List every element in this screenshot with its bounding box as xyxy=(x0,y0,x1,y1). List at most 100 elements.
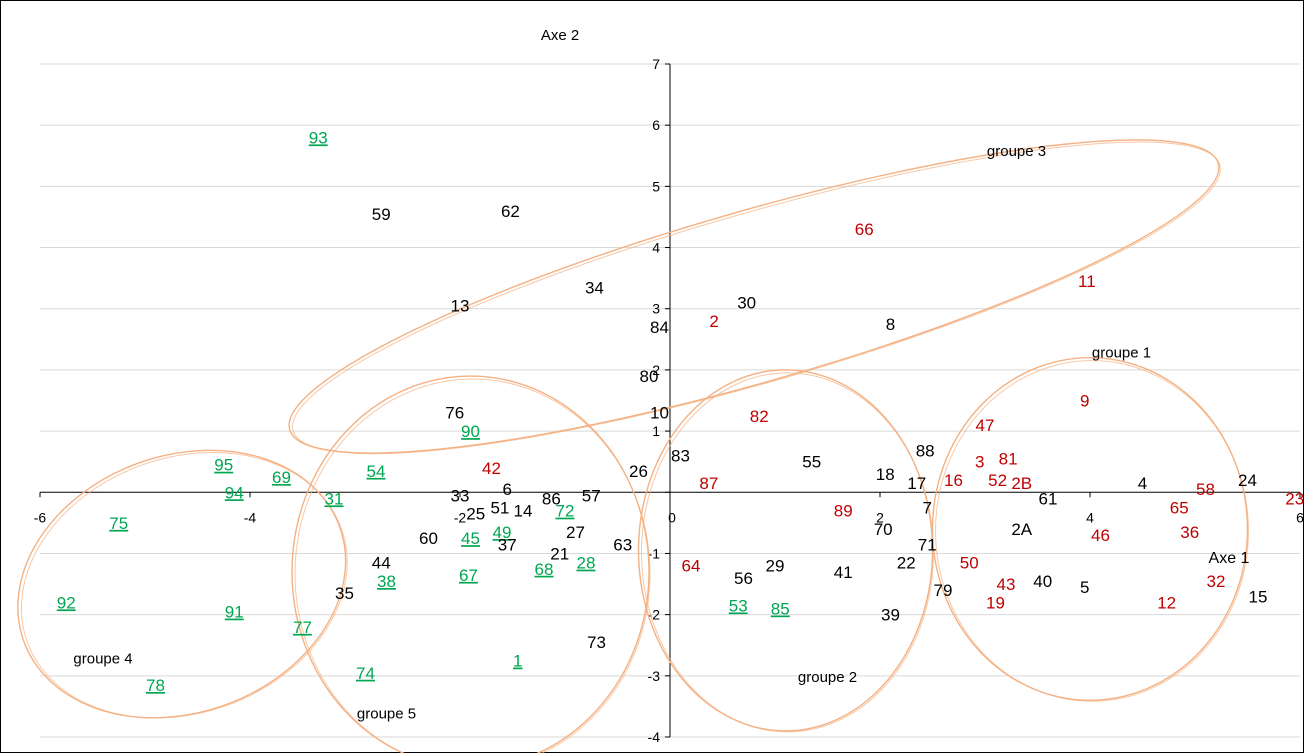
group-ellipse-inner xyxy=(641,372,934,733)
data-point-label: 84 xyxy=(650,318,669,337)
group-ellipse-inner xyxy=(935,360,1249,702)
data-point-label: 21 xyxy=(550,544,569,563)
data-point-label: 75 xyxy=(109,514,128,533)
group-label: groupe 4 xyxy=(73,651,132,668)
group-ellipse xyxy=(17,449,347,719)
data-point-label: 65 xyxy=(1170,499,1189,518)
data-point-label: 1 xyxy=(513,652,522,671)
y-tick-label: 7 xyxy=(652,56,660,72)
data-point-label: 8 xyxy=(886,315,895,334)
data-point-label: 25 xyxy=(466,505,485,524)
y-tick-label: 4 xyxy=(652,240,660,256)
data-point-label: 83 xyxy=(671,447,690,466)
data-point-label: 56 xyxy=(734,569,753,588)
data-point-label: 47 xyxy=(976,416,995,435)
data-point-label: 78 xyxy=(146,676,165,695)
x-tick-label: 6 xyxy=(1296,509,1304,525)
group-ellipses xyxy=(17,139,1249,753)
data-point-label: 81 xyxy=(999,450,1018,469)
group-ellipse-inner xyxy=(20,452,348,719)
data-point-label: 12 xyxy=(1157,593,1176,612)
data-point-label: 6 xyxy=(503,480,512,499)
data-point-label: 3 xyxy=(975,453,984,472)
data-point-label: 85 xyxy=(771,600,790,619)
x-tick-label: -2 xyxy=(454,509,467,525)
data-point-label: 59 xyxy=(372,205,391,224)
x-tick-label: 2 xyxy=(876,509,884,525)
data-point-label: 33 xyxy=(451,486,470,505)
data-point-label: 51 xyxy=(490,499,509,518)
data-point-label: 71 xyxy=(918,535,937,554)
y-tick-label: -1 xyxy=(648,545,661,561)
data-point-label: 74 xyxy=(356,664,375,683)
data-point-label: 13 xyxy=(451,297,470,316)
x-tick-label: 4 xyxy=(1086,509,1094,525)
data-point-label: 24 xyxy=(1238,471,1257,490)
group-ellipse xyxy=(637,369,934,732)
data-point-label: 9 xyxy=(1080,392,1089,411)
data-point-label: 14 xyxy=(514,502,533,521)
group-ellipse-inner xyxy=(294,378,651,753)
data-point-label: 11 xyxy=(1078,272,1096,291)
data-point-label: 7 xyxy=(923,499,932,518)
data-point-label: 26 xyxy=(629,462,648,481)
data-point-label: 10 xyxy=(650,404,669,423)
data-point-label: 58 xyxy=(1196,480,1215,499)
data-point-label: 72 xyxy=(556,502,575,521)
data-point-label: 86 xyxy=(542,489,561,508)
data-point-label: 4 xyxy=(1138,474,1147,493)
data-point-label: 77 xyxy=(293,618,312,637)
data-point-label: 90 xyxy=(461,422,480,441)
data-point-label: 67 xyxy=(459,566,478,585)
data-point-label: 79 xyxy=(934,581,953,600)
data-point-label: 89 xyxy=(834,502,853,521)
data-point-label: 43 xyxy=(997,575,1016,594)
data-point-label: 69 xyxy=(272,468,291,487)
data-point-label: 31 xyxy=(325,489,344,508)
data-point-label: 49 xyxy=(493,523,512,542)
data-point-label: 27 xyxy=(566,523,585,542)
data-point-label: 45 xyxy=(461,529,480,548)
data-point-label: 23 xyxy=(1285,489,1304,508)
group-ellipse-inner xyxy=(292,141,1221,455)
data-point-label: 2A xyxy=(1011,520,1032,539)
y-tick-label: -4 xyxy=(648,729,661,745)
data-point-label: 42 xyxy=(482,459,501,478)
group-ellipse xyxy=(931,356,1249,701)
data-point-label: 17 xyxy=(907,474,926,493)
x-axis-ticks: -6 -4 -2 0 2 4 6 xyxy=(34,492,1304,525)
group-label: groupe 2 xyxy=(798,669,857,686)
data-point-label: 46 xyxy=(1091,526,1110,545)
data-point-label: 35 xyxy=(335,584,354,603)
y-tick-label: 5 xyxy=(652,178,660,194)
group-label: groupe 3 xyxy=(987,143,1046,160)
data-point-label: 92 xyxy=(57,593,76,612)
data-point-label: 95 xyxy=(214,456,233,475)
group-labels: groupe 1 groupe 2 groupe 3 groupe 4 groupe 5 xyxy=(73,143,1151,723)
data-point-label: 40 xyxy=(1033,572,1052,591)
data-point-label: 34 xyxy=(585,278,604,297)
data-point-label: 50 xyxy=(960,554,979,573)
data-point-label: 29 xyxy=(766,557,785,576)
data-point-label: 87 xyxy=(699,474,718,493)
data-point-label: 54 xyxy=(367,462,386,481)
data-point-label: 70 xyxy=(874,520,893,539)
y-tick-label: 2 xyxy=(652,362,660,378)
data-point-label: 82 xyxy=(750,407,769,426)
data-point-label: 16 xyxy=(944,471,963,490)
axes xyxy=(40,64,1300,737)
x-tick-label: -4 xyxy=(244,509,257,525)
data-point-label: 41 xyxy=(834,563,853,582)
data-point-label: 38 xyxy=(377,572,396,591)
data-point-label: 73 xyxy=(587,633,606,652)
data-point-label: 22 xyxy=(897,554,916,573)
data-point-label: 64 xyxy=(682,557,701,576)
data-point-label: 39 xyxy=(881,606,900,625)
data-point-label: 93 xyxy=(309,128,328,147)
data-point-label: 57 xyxy=(582,486,601,505)
data-point-label: 2B xyxy=(1011,474,1032,493)
data-point-label: 15 xyxy=(1249,587,1268,606)
data-point-label: 52 xyxy=(988,471,1007,490)
data-point-label: 76 xyxy=(445,404,464,423)
